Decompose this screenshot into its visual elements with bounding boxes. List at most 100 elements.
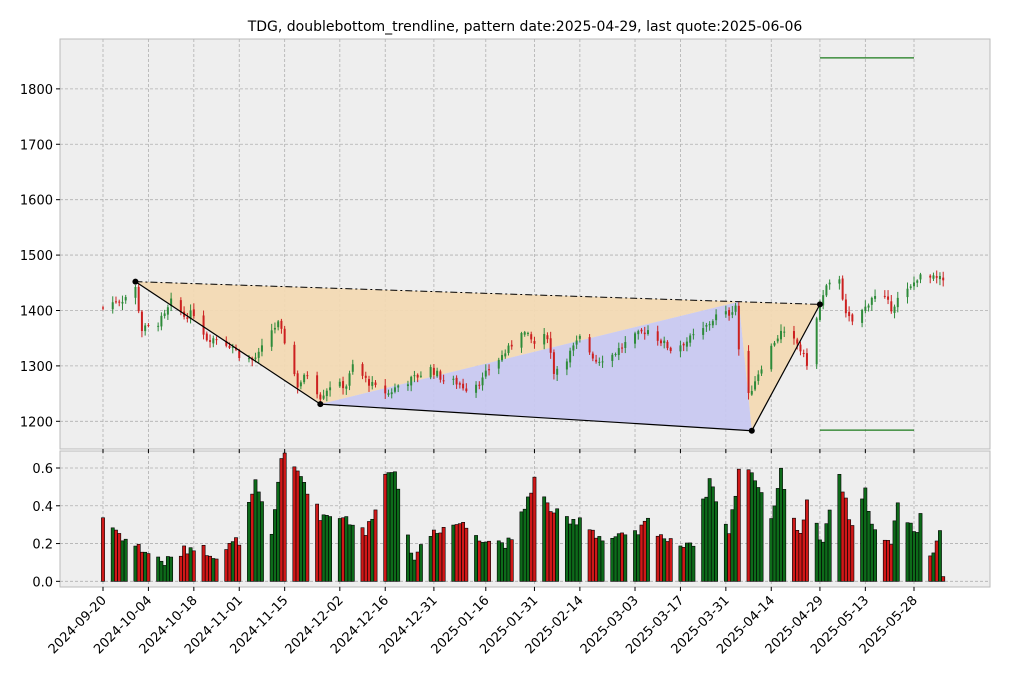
volume-bar	[350, 524, 355, 582]
volume-bar	[386, 472, 391, 582]
volume-bar	[889, 544, 894, 582]
candle-body	[669, 347, 672, 352]
candle-body	[779, 330, 782, 340]
candle-body	[530, 334, 533, 340]
pattern-upper-fill	[135, 281, 820, 431]
pattern-point	[317, 401, 324, 408]
volume-bar	[451, 524, 456, 582]
candle-body	[118, 301, 121, 303]
volume-tick-label: 0.2	[32, 538, 53, 553]
candle-body	[416, 374, 419, 378]
chart-title: TDG, doublebottom_trendline, pattern dat…	[247, 19, 803, 35]
candle-body	[890, 301, 893, 312]
candle-body	[685, 341, 688, 347]
candle-body	[225, 340, 228, 346]
candle-body	[828, 282, 831, 285]
candle-body	[439, 371, 442, 380]
volume-bar	[688, 542, 693, 582]
candle-body	[114, 301, 117, 303]
volume-bar	[441, 527, 446, 582]
volume-bar	[120, 540, 125, 582]
candle-body	[883, 295, 886, 297]
candle-body	[390, 392, 393, 395]
volume-bar	[646, 517, 650, 582]
candle-body	[504, 353, 507, 357]
volume-bar	[730, 509, 735, 582]
volume-bar	[668, 538, 673, 582]
volume-bar	[840, 491, 845, 582]
candle-body	[270, 330, 273, 347]
volume-bar	[827, 509, 832, 582]
volume-bar	[782, 489, 787, 582]
candle-body	[134, 286, 137, 298]
volume-bar	[623, 534, 628, 582]
candle-body	[338, 381, 341, 387]
volume-bar	[577, 517, 582, 582]
volume-bar	[117, 533, 122, 582]
volume-bar	[655, 535, 660, 582]
volume-bar	[775, 488, 780, 582]
volume-bar	[542, 496, 547, 582]
candle-body	[273, 327, 276, 330]
pattern-point	[748, 427, 755, 434]
candle-body	[364, 375, 367, 378]
volume-bar	[101, 517, 105, 582]
volume-bar	[938, 530, 942, 582]
volume-bar	[393, 471, 397, 582]
candle-body	[406, 384, 409, 387]
candle-body	[588, 337, 591, 353]
candle-body	[874, 296, 877, 299]
candle-body	[711, 321, 714, 326]
volume-bar	[659, 534, 663, 582]
volume-bar	[915, 532, 920, 582]
candle-body	[624, 342, 627, 348]
candle-body	[429, 367, 432, 378]
candle-body	[303, 374, 306, 383]
candle-body	[870, 297, 873, 305]
volume-bar	[302, 482, 307, 582]
volume-bar	[568, 523, 573, 582]
candle-body	[783, 331, 786, 333]
candle-body	[510, 344, 513, 347]
volume-bar	[370, 518, 375, 582]
volume-bar	[824, 523, 829, 582]
candle-body	[815, 318, 818, 365]
candle-body	[796, 339, 799, 344]
volume-bar	[477, 540, 482, 582]
trendline	[135, 281, 820, 305]
candle-body	[799, 344, 802, 352]
volume-bar	[324, 515, 329, 582]
candle-body	[345, 386, 348, 389]
candle-body	[157, 325, 160, 327]
candle-body	[663, 340, 666, 344]
volume-bar	[360, 527, 365, 582]
volume-bar	[843, 497, 848, 582]
candle-body	[659, 340, 662, 344]
candle-body	[569, 350, 572, 363]
candle-body	[848, 311, 851, 317]
candle-body	[757, 374, 760, 381]
volume-bar	[256, 491, 261, 582]
candle-body	[478, 384, 481, 386]
volume-bar	[895, 502, 900, 582]
volume-bar	[318, 520, 323, 582]
volume-bar	[347, 524, 352, 582]
candle-body	[342, 381, 345, 389]
candle-body	[371, 381, 374, 386]
candle-body	[361, 364, 364, 376]
candle-body	[617, 348, 620, 356]
candle-body	[867, 305, 870, 308]
volume-bar	[600, 540, 605, 582]
volume-bar	[522, 508, 527, 582]
volume-bar	[574, 524, 579, 582]
candle-body	[124, 297, 127, 301]
candle-body	[731, 312, 734, 315]
candle-body	[455, 377, 458, 385]
pattern-point	[132, 278, 139, 285]
volume-bar	[850, 525, 855, 582]
candle-body	[419, 375, 422, 377]
candle-body	[887, 296, 890, 300]
volume-bar	[143, 551, 148, 582]
price-tick-label: 1200	[20, 415, 53, 430]
